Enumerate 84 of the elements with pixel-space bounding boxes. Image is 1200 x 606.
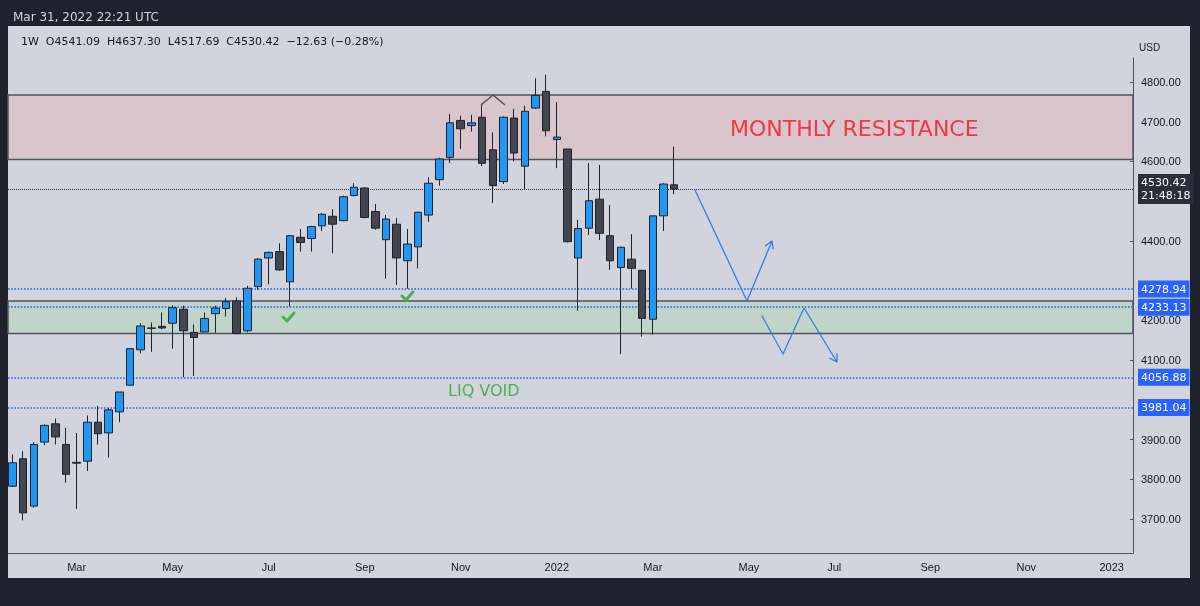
candlestick bbox=[104, 407, 113, 459]
candlestick bbox=[126, 348, 134, 386]
candlestick bbox=[62, 427, 70, 484]
candlestick bbox=[8, 453, 17, 488]
candlestick bbox=[382, 214, 390, 280]
y-tick-label: 4100.00 bbox=[1141, 354, 1181, 367]
y-tick-label: 4200.00 bbox=[1141, 314, 1181, 327]
y-tick-label: 4800.00 bbox=[1141, 75, 1181, 88]
candlestick bbox=[542, 74, 550, 137]
x-tick-label: Sep bbox=[920, 560, 941, 573]
x-tick-label: Sep bbox=[354, 560, 375, 573]
candlestick bbox=[318, 212, 326, 232]
candlestick bbox=[286, 234, 294, 307]
candlestick bbox=[94, 405, 102, 445]
x-tick-label: Nov bbox=[1016, 560, 1037, 573]
x-tick-label: Jul bbox=[827, 560, 842, 573]
x-tick-label: Nov bbox=[450, 560, 472, 573]
y-tick-label: 3900.00 bbox=[1141, 433, 1181, 446]
candlestick bbox=[456, 115, 465, 150]
candlestick bbox=[638, 269, 646, 338]
candlestick bbox=[371, 203, 380, 231]
candlestick bbox=[627, 233, 636, 290]
candlestick bbox=[339, 195, 348, 222]
x-tick-label: May bbox=[738, 560, 760, 573]
x-tick-label: Mar bbox=[67, 560, 87, 573]
candlestick bbox=[51, 418, 60, 445]
x-tick-label: 2023 bbox=[1099, 560, 1124, 573]
candlestick bbox=[617, 246, 625, 355]
candlestick bbox=[83, 414, 92, 472]
candlestick bbox=[40, 423, 49, 446]
chart-title: 1W O4541.09 H4637.30 L4517.69 C4530.42 −12.63 (−0.28%) bbox=[21, 35, 384, 48]
candlestick bbox=[531, 77, 540, 110]
candlestick bbox=[200, 311, 209, 333]
candlestick bbox=[211, 305, 220, 334]
candlestick bbox=[510, 108, 518, 162]
y-axis-title: USD bbox=[1139, 41, 1161, 53]
candlestick bbox=[606, 204, 614, 271]
candlestick bbox=[275, 242, 284, 272]
ref-line-label: 4056.88 bbox=[1141, 370, 1187, 384]
candlestick bbox=[307, 225, 316, 253]
candlestick bbox=[264, 251, 273, 285]
ref-line-label: 4233.13 bbox=[1141, 300, 1187, 314]
annotation: MONTHLY RESISTANCE bbox=[730, 115, 979, 141]
ref-line-label: 4278.94 bbox=[1141, 282, 1187, 296]
x-tick-label: Mar bbox=[643, 560, 663, 573]
candlestick bbox=[649, 215, 657, 336]
candlestick bbox=[168, 304, 177, 350]
annotation: LIQ VOID bbox=[448, 380, 520, 400]
candlestick bbox=[179, 305, 188, 378]
candlestick bbox=[478, 103, 486, 167]
candlestick bbox=[435, 157, 444, 187]
x-tick-label: 2022 bbox=[544, 560, 570, 573]
y-tick-label: 4600.00 bbox=[1141, 155, 1181, 168]
candlestick bbox=[19, 450, 27, 521]
candlestick bbox=[446, 113, 454, 164]
candlestick bbox=[232, 296, 241, 335]
candlestick bbox=[243, 285, 252, 333]
y-tick-label: 4400.00 bbox=[1141, 234, 1181, 247]
x-tick-label: Jul bbox=[261, 560, 276, 573]
ref-line-label: 3981.04 bbox=[1141, 400, 1187, 414]
candlestick bbox=[115, 391, 124, 423]
candlestick bbox=[222, 297, 230, 317]
x-tick-label: May bbox=[162, 560, 184, 573]
y-tick-label: 3800.00 bbox=[1141, 473, 1181, 486]
ref-line-label: 4530.42 21:48:18 bbox=[1141, 176, 1191, 203]
candlestick bbox=[254, 257, 262, 291]
y-tick-label: 4700.00 bbox=[1141, 115, 1181, 128]
candlestick bbox=[574, 219, 582, 312]
candlestick bbox=[414, 211, 422, 269]
candlestick bbox=[296, 228, 305, 253]
candlestick bbox=[403, 228, 412, 290]
candlestick bbox=[30, 441, 38, 509]
candlestick bbox=[158, 311, 166, 330]
candlestick bbox=[499, 115, 508, 185]
candlestick bbox=[553, 101, 561, 169]
candlestick bbox=[392, 217, 401, 286]
candlestick bbox=[136, 322, 145, 354]
candlestick bbox=[72, 432, 81, 510]
candlestick bbox=[467, 114, 476, 133]
candlestick bbox=[147, 321, 156, 353]
chart-subtitle: Mar 31, 2022 22:21 UTC bbox=[13, 10, 159, 24]
y-tick-label: 3700.00 bbox=[1141, 513, 1181, 526]
candlestick bbox=[190, 323, 198, 377]
candlestick bbox=[328, 208, 337, 254]
